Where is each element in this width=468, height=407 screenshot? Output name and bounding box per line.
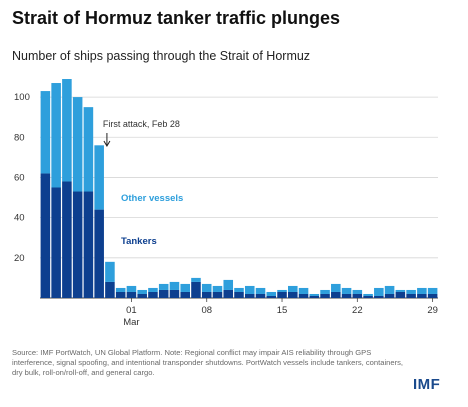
bar-other-vessels: [298, 287, 309, 294]
bar-tankers: [158, 289, 169, 298]
source-note: Source: IMF PortWatch, UN Global Platfor…: [12, 348, 404, 377]
bar-other-vessels: [427, 287, 438, 294]
bar-tankers: [223, 289, 234, 298]
imf-logo: IMF: [413, 376, 441, 393]
bar-tankers: [298, 293, 309, 298]
chart-title: Strait of Hormuz tanker traffic plunges: [12, 8, 341, 28]
bar-other-vessels: [212, 285, 223, 292]
bar-tankers: [363, 295, 373, 298]
bar-tankers: [234, 291, 244, 298]
bar-other-vessels: [148, 287, 158, 292]
bar-other-vessels: [137, 289, 147, 294]
series-labels: Other vessels Tankers: [121, 193, 183, 247]
x-tick-label: 29: [427, 305, 438, 316]
bar-tankers: [191, 281, 201, 298]
bar-other-vessels: [395, 289, 406, 292]
bar-other-vessels: [223, 279, 234, 290]
bar-tankers: [148, 291, 158, 298]
bar-tankers: [201, 291, 212, 298]
bar-tankers: [309, 295, 320, 298]
bar-other-vessels: [341, 287, 352, 294]
bar-tankers: [374, 295, 384, 298]
bar-other-vessels: [201, 283, 212, 292]
bar-other-vessels: [180, 283, 190, 292]
y-axis-tick-labels: 20 40 60 80 100: [14, 92, 30, 264]
bar-other-vessels: [62, 79, 72, 182]
x-tick-label: 15: [277, 305, 288, 316]
bar-other-vessels: [115, 287, 126, 292]
bar-tankers: [266, 295, 277, 298]
bar-other-vessels: [352, 289, 363, 294]
bar-other-vessels: [363, 293, 373, 296]
bar-other-vessels: [234, 287, 244, 292]
bar-other-vessels: [126, 285, 137, 292]
bar-tankers: [395, 291, 406, 298]
bar-tankers: [83, 191, 94, 298]
bar-tankers: [288, 291, 298, 298]
bars: [40, 79, 438, 298]
bar-tankers: [212, 291, 223, 298]
bar-tankers: [126, 291, 137, 298]
y-tick-label: 80: [14, 132, 25, 143]
annotation: First attack, Feb 28: [103, 119, 180, 147]
bar-other-vessels: [169, 281, 180, 290]
annotation-arrow-head: [103, 140, 111, 147]
bar-tankers: [105, 281, 115, 298]
bar-tankers: [137, 293, 147, 298]
bar-other-vessels: [331, 283, 341, 292]
y-tick-label: 60: [14, 172, 25, 183]
bar-tankers: [115, 291, 126, 298]
bar-other-vessels: [255, 287, 266, 294]
bar-tankers: [255, 293, 266, 298]
bar-tankers: [277, 291, 287, 298]
bar-other-vessels: [40, 91, 51, 174]
bar-tankers: [384, 293, 395, 298]
annotation-label: First attack, Feb 28: [103, 119, 180, 129]
bar-tankers: [427, 293, 438, 298]
bar-other-vessels: [158, 283, 169, 290]
bar-tankers: [94, 209, 104, 298]
bar-other-vessels: [406, 289, 416, 294]
bar-other-vessels: [94, 145, 104, 210]
bar-tankers: [40, 173, 51, 298]
y-tick-label: 20: [14, 253, 25, 264]
bar-other-vessels: [374, 287, 384, 296]
bar-tankers: [72, 191, 83, 298]
bar-tankers: [169, 289, 180, 298]
bar-tankers: [180, 291, 190, 298]
bar-tankers: [51, 187, 61, 298]
x-tick-label: 08: [201, 305, 212, 316]
bar-other-vessels: [384, 285, 395, 294]
bar-tankers: [406, 293, 416, 298]
bar-other-vessels: [191, 277, 201, 282]
bar-other-vessels: [288, 285, 298, 292]
bar-other-vessels: [320, 289, 330, 294]
bar-other-vessels: [83, 107, 94, 192]
y-tick-label: 100: [14, 92, 30, 103]
bar-other-vessels: [105, 261, 115, 282]
y-tick-label: 40: [14, 213, 25, 224]
bar-other-vessels: [72, 97, 83, 192]
series-label-other-vessels: Other vessels: [121, 193, 183, 204]
series-label-tankers: Tankers: [121, 236, 157, 247]
x-tick-label: 22: [352, 305, 363, 316]
bar-other-vessels: [266, 291, 277, 296]
bar-tankers: [320, 293, 330, 298]
chart-subtitle: Number of ships passing through the Stra…: [12, 49, 311, 63]
bar-tankers: [417, 293, 427, 298]
bar-other-vessels: [417, 287, 427, 294]
bar-tankers: [244, 293, 255, 298]
bar-other-vessels: [244, 285, 255, 294]
bar-tankers: [62, 181, 72, 298]
bar-other-vessels: [309, 293, 320, 296]
bar-tankers: [331, 291, 341, 298]
bar-other-vessels: [51, 83, 61, 188]
x-tick-label: 01: [126, 305, 137, 316]
bar-tankers: [352, 293, 363, 298]
bar-tankers: [341, 293, 352, 298]
bar-other-vessels: [277, 289, 287, 292]
x-tick-sublabel: Mar: [123, 317, 139, 328]
